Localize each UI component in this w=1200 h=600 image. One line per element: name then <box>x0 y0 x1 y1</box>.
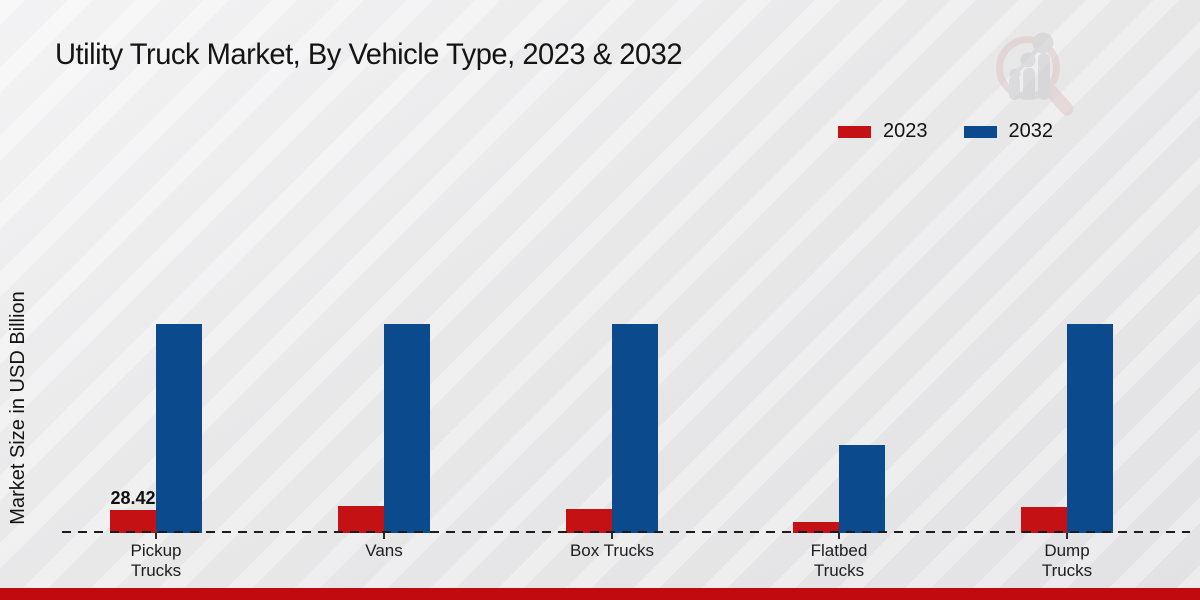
legend-label-2023: 2023 <box>883 120 928 142</box>
x-axis-tick <box>155 533 157 539</box>
bar-2032-pickup-trucks <box>156 324 202 533</box>
category-label-flatbed-trucks: Flatbed Trucks <box>810 541 868 580</box>
x-axis-dashed-baseline <box>62 531 1190 533</box>
chart-title: Utility Truck Market, By Vehicle Type, 2… <box>55 38 683 71</box>
category-label-vans: Vans <box>365 541 403 560</box>
bar-2023-flatbed-trucks <box>793 522 839 533</box>
bar-2032-flatbed-trucks <box>839 445 885 533</box>
legend-swatch-2023 <box>838 125 871 138</box>
bottom-red-strip <box>0 588 1200 600</box>
bar-2032-vans <box>384 324 430 533</box>
legend: 2023 2032 <box>838 120 1053 143</box>
legend-item-2023: 2023 <box>838 120 928 143</box>
category-label-pickup-trucks: Pickup Trucks <box>130 541 182 580</box>
legend-swatch-2032 <box>963 125 997 138</box>
x-axis-tick <box>383 533 385 539</box>
legend-item-2032: 2032 <box>963 120 1054 143</box>
category-label-box-trucks: Box Trucks <box>569 541 655 560</box>
bar-value-label-2023-pickup-trucks: 28.42 <box>110 488 156 508</box>
x-axis-tick <box>611 533 613 539</box>
bar-2023-vans <box>338 506 384 533</box>
bar-2023-box-trucks <box>566 509 612 533</box>
bar-2023-dump-trucks <box>1021 507 1067 533</box>
bar-2032-dump-trucks <box>1067 324 1113 533</box>
bar-2032-box-trucks <box>612 324 658 533</box>
x-axis-tick <box>1066 533 1068 539</box>
legend-label-2032: 2032 <box>1008 120 1054 142</box>
category-label-dump-trucks: Dump Trucks <box>1041 541 1093 580</box>
bar-2023-pickup-trucks <box>110 510 156 533</box>
x-axis-tick <box>838 533 840 539</box>
magnifier-bar-chart-logo-watermark <box>996 32 1074 116</box>
